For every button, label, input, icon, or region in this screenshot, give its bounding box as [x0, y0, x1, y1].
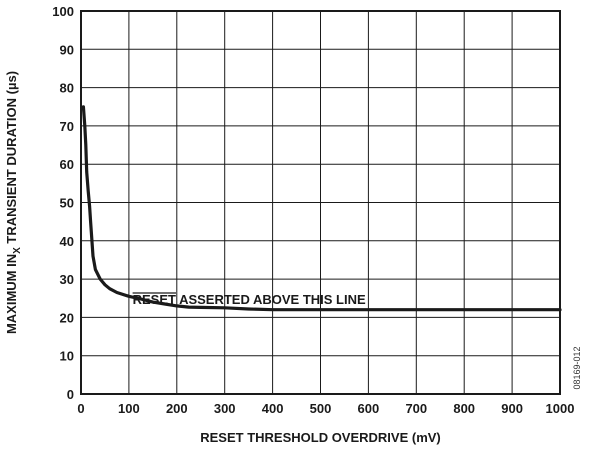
y-tick-label: 10: [60, 349, 74, 364]
y-axis-label-main: MAXIMUM IN: [4, 254, 19, 334]
x-tick-label: 400: [262, 401, 284, 416]
y-tick-label: 90: [60, 42, 74, 57]
y-tick-label: 50: [60, 196, 74, 211]
x-tick-label: 800: [453, 401, 475, 416]
x-tick-label: 0: [77, 401, 84, 416]
y-tick-label: 0: [67, 387, 74, 402]
y-tick-label: 20: [60, 310, 74, 325]
x-tick-label: 700: [405, 401, 427, 416]
x-axis-label: RESET THRESHOLD OVERDRIVE (mV): [200, 430, 441, 445]
y-tick-label: 40: [60, 234, 74, 249]
figure-number: 08169-012: [572, 346, 582, 389]
tick-labels: 0 100 200 300 400 500 600 700 800 900 1000 0 10 20 30 4…: [52, 4, 574, 416]
annotation-text: RESET ASSERTED ABOVE THIS LINE: [133, 292, 366, 307]
series-layer: [81, 105, 562, 312]
y-axis-label-subscript: X: [12, 247, 23, 254]
annotation-reset-text: RESET: [133, 292, 176, 307]
y-tick-label: 100: [52, 4, 74, 19]
x-tick-label: 1000: [546, 401, 575, 416]
annotation: RESET ASSERTED ABOVE THIS LINE: [132, 292, 366, 307]
series-line: [81, 105, 562, 312]
y-tick-label: 80: [60, 81, 74, 96]
y-axis-label-rest: TRANSIENT DURATION (µs): [4, 71, 19, 247]
x-tick-label: 600: [358, 401, 380, 416]
x-tick-label: 500: [310, 401, 332, 416]
plot-frame: [80, 10, 561, 395]
x-tick-label: 300: [214, 401, 236, 416]
y-tick-label: 60: [60, 157, 74, 172]
x-tick-label: 900: [501, 401, 523, 416]
y-tick-label: 70: [60, 119, 74, 134]
y-axis-label: MAXIMUM INX TRANSIENT DURATION (µs): [4, 71, 23, 334]
annotation-rest-text: ASSERTED ABOVE THIS LINE: [176, 292, 366, 307]
x-tick-label: 100: [118, 401, 140, 416]
x-tick-label: 200: [166, 401, 188, 416]
y-tick-label: 30: [60, 272, 74, 287]
grid: [81, 11, 560, 394]
